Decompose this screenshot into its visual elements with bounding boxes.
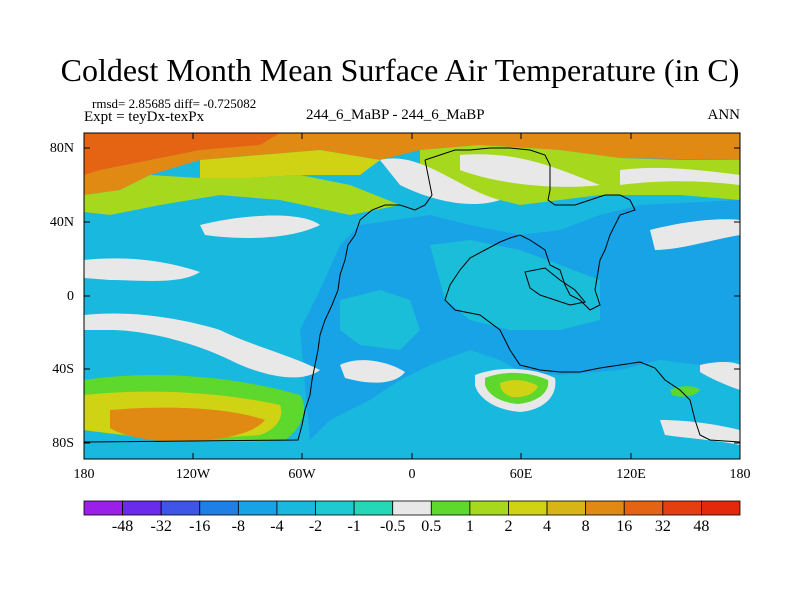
white-zone bbox=[380, 158, 500, 205]
colorbar-box bbox=[276, 500, 316, 516]
coastline bbox=[84, 147, 740, 443]
colorbar-label: 48 bbox=[693, 518, 710, 535]
white-zone bbox=[84, 313, 320, 378]
lat-label-40s: 40S bbox=[52, 362, 74, 377]
colorbar-box bbox=[508, 500, 548, 516]
lat-label-0: 0 bbox=[67, 289, 74, 304]
white-zone bbox=[660, 420, 740, 445]
white-zone bbox=[84, 258, 200, 281]
colorbar-box bbox=[546, 500, 587, 516]
stats-line: rmsd= 2.85685 diff= -0.725082 bbox=[92, 96, 257, 111]
south-orange-core bbox=[110, 407, 265, 442]
colorbar-label: 16 bbox=[616, 518, 633, 535]
lon-label-60w: 60W bbox=[288, 467, 316, 482]
lat-ticks bbox=[84, 147, 740, 444]
colorbar-box bbox=[392, 500, 432, 516]
case-line: 244_6_MaBP - 244_6_MaBP bbox=[306, 107, 485, 123]
white-zone bbox=[620, 167, 740, 185]
north-hot-core bbox=[84, 133, 280, 175]
colorbar-label: -4 bbox=[270, 518, 284, 535]
yellow-spot bbox=[500, 380, 538, 398]
colorbar-label: 4 bbox=[543, 518, 552, 535]
colorbar-box bbox=[430, 500, 471, 516]
colorbar-label: 0.5 bbox=[421, 518, 442, 535]
colorbar-box bbox=[237, 500, 278, 516]
lat-label-40n: 40N bbox=[49, 215, 74, 230]
colorbar-box bbox=[83, 500, 123, 516]
yellow-band bbox=[200, 150, 380, 178]
cyan-patch bbox=[340, 290, 420, 350]
colorbar-label: 1 bbox=[465, 518, 474, 535]
colorbar-box bbox=[353, 500, 394, 516]
lon-label-60e: 60E bbox=[509, 467, 533, 482]
lat-label-80n: 80N bbox=[49, 141, 74, 156]
colorbar-box bbox=[662, 500, 702, 516]
map-title: Coldest Month Mean Surface Air Temperatu… bbox=[60, 52, 740, 88]
colorbar-box bbox=[585, 500, 625, 516]
colorbar-box bbox=[315, 500, 355, 516]
colorbar-box bbox=[199, 500, 239, 516]
colorbar-label: -48 bbox=[111, 518, 134, 535]
colorbar-label: -1 bbox=[347, 518, 361, 535]
map-field bbox=[84, 133, 740, 459]
lon-label-180e: 180 bbox=[729, 467, 751, 482]
lat-label-80s: 80S bbox=[52, 436, 74, 451]
white-zone bbox=[340, 360, 405, 383]
colorbar-label: -16 bbox=[189, 518, 211, 535]
white-zone bbox=[460, 154, 600, 187]
white-zone bbox=[700, 361, 740, 390]
coastline bbox=[524, 267, 586, 306]
colorbar-label: 32 bbox=[654, 518, 671, 535]
lon-label-120w: 120W bbox=[175, 467, 211, 482]
lon-label-120e: 120E bbox=[616, 467, 646, 482]
colorbar-box bbox=[122, 500, 162, 516]
white-zone bbox=[200, 215, 320, 238]
colorbar-box bbox=[469, 500, 509, 516]
period-label: ANN bbox=[707, 107, 741, 123]
colorbar-box bbox=[623, 500, 664, 516]
lon-label-180w: 180 bbox=[73, 467, 95, 482]
cyan-patch bbox=[430, 240, 600, 330]
yellow-green-band bbox=[84, 175, 400, 215]
colorbar-box bbox=[701, 500, 741, 516]
colorbar-label: -2 bbox=[308, 518, 323, 535]
experiment-line: Expt = teyDx-texPx bbox=[84, 109, 205, 125]
lon-ticks bbox=[192, 133, 632, 459]
colorbar-label: -8 bbox=[231, 518, 245, 535]
colorbar-label: 8 bbox=[581, 518, 590, 535]
colorbar-box bbox=[160, 500, 201, 516]
white-zone bbox=[650, 219, 740, 250]
colorbar-label: 2 bbox=[504, 518, 513, 535]
colorbar-label: -32 bbox=[150, 518, 172, 535]
colorbar bbox=[83, 500, 741, 516]
colorbar-label: -0.5 bbox=[380, 518, 406, 535]
lon-label-0: 0 bbox=[408, 467, 416, 482]
north-warm-band bbox=[84, 133, 740, 195]
